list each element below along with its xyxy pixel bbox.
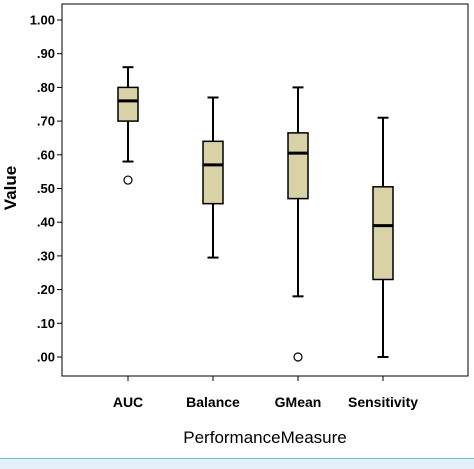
y-tick-label: .00 <box>37 350 55 365</box>
outlier-point <box>123 175 133 185</box>
x-axis-title: PerformanceMeasure <box>183 428 346 447</box>
y-tick-label: .30 <box>37 248 55 263</box>
caption-strip <box>0 458 474 469</box>
plot-frame <box>61 3 469 377</box>
iqr-box <box>372 186 394 281</box>
x-tick-label: GMean <box>275 394 322 410</box>
iqr-box <box>202 140 224 205</box>
x-tick-label: AUC <box>113 394 143 410</box>
iqr-box <box>117 86 139 122</box>
y-tick-label: .80 <box>37 80 55 95</box>
box-group-gmean <box>287 86 309 362</box>
y-tick-label: .60 <box>37 147 55 162</box>
x-tick-label: Balance <box>186 394 240 410</box>
y-tick-label: .70 <box>37 114 55 129</box>
y-tick-label: .40 <box>37 215 55 230</box>
iqr-box <box>287 132 309 200</box>
y-tick-label: .90 <box>37 46 55 61</box>
x-tick-label: Sensitivity <box>348 394 418 410</box>
boxes <box>117 66 394 362</box>
x-ticks: AUC Balance GMean Sensitivity <box>113 376 418 410</box>
box-group-balance <box>202 96 224 259</box>
y-ticks: .00 .10 .20 .30 .40 .50 .60 .70 .80 .90 1.00 <box>30 13 62 365</box>
y-tick-label: .20 <box>37 282 55 297</box>
box-group-sensitivity <box>372 116 394 358</box>
outlier-point <box>293 352 303 362</box>
y-tick-label: .50 <box>37 181 55 196</box>
y-tick-label: .10 <box>37 316 55 331</box>
box-group-auc <box>117 66 139 185</box>
y-tick-label: 1.00 <box>30 13 55 28</box>
y-axis-title: Value <box>1 166 20 210</box>
